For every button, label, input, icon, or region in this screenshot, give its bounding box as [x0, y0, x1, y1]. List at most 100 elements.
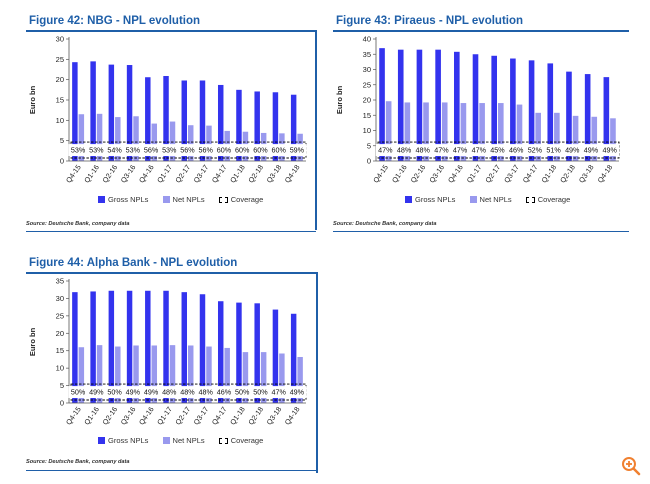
title-rule	[26, 30, 316, 32]
bar-gross	[236, 89, 242, 161]
coverage-label-bg	[544, 144, 564, 156]
x-tick-label: Q3-18	[264, 405, 283, 427]
bar-net	[188, 345, 194, 403]
coverage-label: 47%	[453, 146, 468, 155]
coverage-label-bg	[431, 144, 451, 156]
bar-gross	[603, 77, 610, 161]
coverage-label-bg	[232, 386, 252, 398]
bar-gross	[272, 309, 279, 403]
coverage-label-bg	[141, 386, 161, 398]
bar-gross	[199, 294, 206, 403]
coverage-label-bg	[525, 144, 545, 156]
legend-gross-label: Gross NPLs	[108, 436, 149, 445]
coverage-label: 56%	[180, 146, 195, 155]
x-tick-label: Q2-18	[246, 163, 265, 185]
bar-net	[133, 345, 139, 403]
bar-gross	[416, 49, 423, 161]
x-tick-label: Q1-16	[390, 163, 409, 185]
bar-gross	[272, 92, 279, 161]
bar-gross	[163, 290, 169, 403]
bar-gross	[491, 55, 497, 161]
legend-coverage-label: Coverage	[230, 436, 264, 445]
bar-net	[115, 346, 121, 403]
bar-net	[385, 101, 392, 161]
bar-net	[423, 102, 429, 161]
bar-gross	[547, 63, 554, 161]
bar-net	[224, 347, 230, 403]
bar-net	[591, 116, 598, 161]
coverage-label: 53%	[89, 146, 104, 155]
bar-net	[441, 102, 448, 161]
x-tick-label: Q1-18	[539, 163, 558, 185]
bar-net	[572, 115, 579, 161]
x-tick-label: Q1-17	[155, 405, 174, 427]
coverage-label: 53%	[126, 146, 141, 155]
chart-legend: Gross NPLs Net NPLs Coverage	[98, 195, 275, 204]
legend-coverage-label: Coverage	[537, 195, 571, 204]
bar-gross	[126, 290, 133, 403]
x-tick-label: Q4-18	[283, 163, 302, 185]
y-tick-label: 15	[56, 96, 64, 105]
y-tick-label: 10	[56, 116, 64, 125]
coverage-label: 60%	[217, 146, 232, 155]
bar-gross	[472, 54, 479, 161]
bar-gross	[254, 91, 260, 161]
coverage-label: 46%	[509, 146, 524, 155]
legend-coverage: Coverage	[525, 195, 571, 204]
legend-gross: Gross NPLs	[405, 195, 455, 204]
x-tick-label: Q3-17	[192, 163, 211, 185]
coverage-label: 50%	[253, 388, 268, 397]
bar-gross	[181, 292, 187, 403]
coverage-label-bg	[488, 144, 507, 156]
coverage-label-bg	[68, 386, 88, 398]
legend-gross: Gross NPLs	[98, 436, 148, 445]
x-tick-label: Q4-15	[64, 163, 83, 185]
y-tick-label: 25	[56, 55, 64, 64]
x-tick-label: Q1-17	[155, 163, 174, 185]
figure-43-panel: Figure 43: Piraeus - NPL evolution Euro …	[333, 15, 629, 235]
coverage-label-bg	[196, 386, 216, 398]
zoom-in-icon[interactable]	[620, 455, 642, 477]
y-tick-label: 25	[363, 80, 371, 89]
coverage-label-bg	[214, 144, 234, 156]
bar-net	[479, 103, 485, 161]
y-axis-label: Euro bn	[335, 85, 344, 114]
x-tick-label: Q4-15	[64, 405, 83, 427]
legend-net: Net NPLs	[162, 436, 205, 445]
coverage-label-bg	[105, 144, 125, 156]
title-rule	[333, 30, 629, 32]
chart-title: Figure 44: Alpha Bank - NPL evolution	[29, 257, 238, 269]
y-tick-label: 20	[56, 329, 64, 338]
coverage-label: 60%	[271, 146, 286, 155]
coverage-label: 49%	[565, 146, 580, 155]
coverage-label: 50%	[71, 388, 86, 397]
bottom-rule	[26, 470, 318, 471]
right-rule	[316, 273, 318, 473]
right-rule	[315, 30, 317, 230]
coverage-label: 48%	[416, 146, 431, 155]
legend-gross-label: Gross NPLs	[108, 195, 149, 204]
coverage-label: 48%	[162, 388, 177, 397]
coverage-label-bg	[250, 386, 270, 398]
x-tick-label: Q3-16	[119, 405, 138, 427]
bar-net	[498, 103, 504, 161]
chart-title: Figure 42: NBG - NPL evolution	[29, 15, 201, 27]
coverage-label: 56%	[144, 146, 159, 155]
bar-gross	[397, 49, 404, 161]
bar-gross	[199, 80, 206, 161]
bar-gross	[584, 74, 591, 161]
legend-net-label: Net NPLs	[172, 436, 205, 445]
y-tick-label: 5	[60, 381, 64, 390]
coverage-label-bg	[394, 144, 414, 156]
coverage-label: 47%	[271, 388, 286, 397]
coverage-label-bg	[86, 386, 106, 398]
bar-gross	[163, 76, 169, 161]
coverage-label: 47%	[434, 146, 449, 155]
x-tick-label: Q1-16	[82, 405, 101, 427]
coverage-label-bg	[86, 144, 106, 156]
bar-net	[78, 114, 85, 161]
y-tick-label: 35	[56, 277, 64, 286]
coverage-label: 50%	[107, 388, 122, 397]
bar-net	[404, 102, 411, 161]
